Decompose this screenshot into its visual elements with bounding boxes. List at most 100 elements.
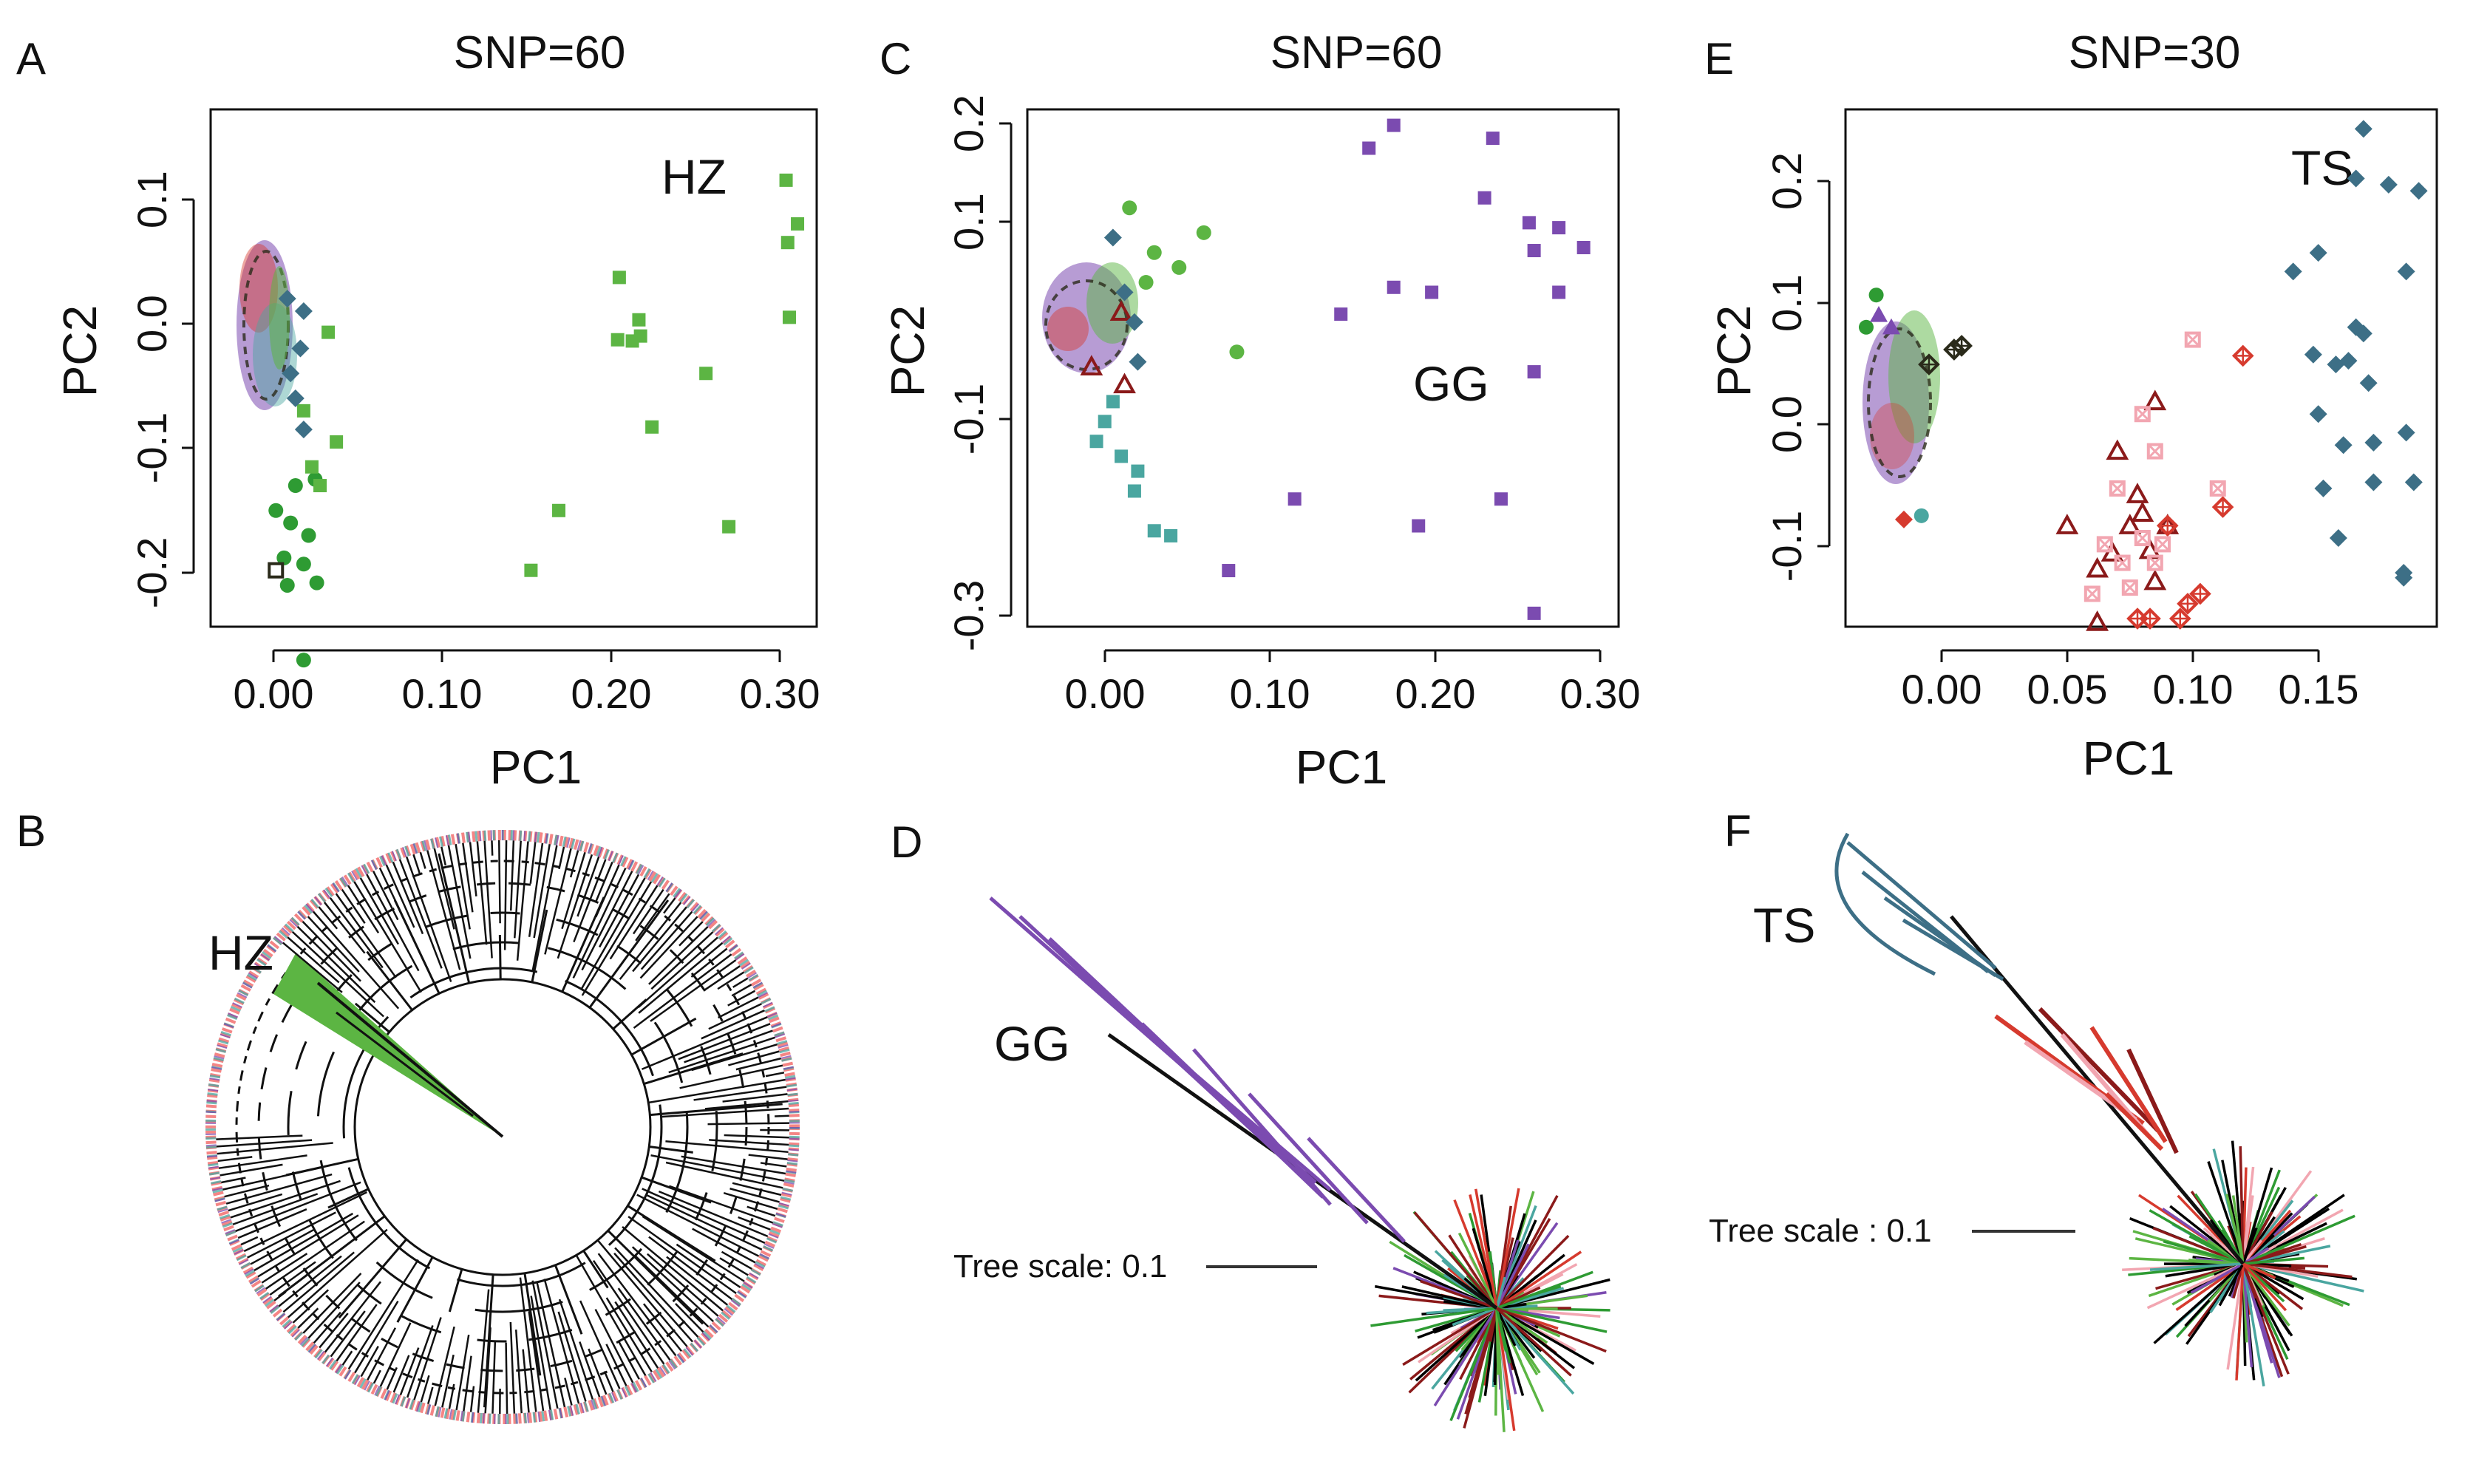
panel-b-branch-56 xyxy=(581,881,653,996)
panel-b-branch-23 xyxy=(419,851,426,869)
panel-b-tip-ring-3 xyxy=(205,830,800,1424)
panel-f-branch-134 xyxy=(2242,1247,2270,1265)
panel-b-inner-branch-14 xyxy=(627,1205,716,1262)
panel-b-branch-52 xyxy=(572,867,627,978)
panel-b-branch-158 xyxy=(505,1342,508,1414)
panel-b-branch-83 xyxy=(684,1029,773,1063)
panel-b-branch-204 xyxy=(240,1236,259,1246)
panel-b-branch-65 xyxy=(678,921,704,947)
panel-d-gg-branch-6 xyxy=(1192,1048,1332,1206)
panel-b-branch-206 xyxy=(235,1181,361,1233)
e-point-TS-2 xyxy=(2379,175,2398,194)
panel-b-branch-54 xyxy=(599,874,640,948)
panel-f-branch-136 xyxy=(2242,1263,2290,1375)
panel-f-branch-111 xyxy=(2242,1211,2273,1265)
panel-b-inner-branch-10 xyxy=(643,1052,744,1085)
panel-b-inner-branch-25 xyxy=(285,1157,359,1177)
e-point-cross-1 xyxy=(2136,408,2149,421)
panel-d-label-gg: GG xyxy=(994,1016,1070,1071)
panel-b-inner-branch-3 xyxy=(438,853,471,984)
e-point-maroon-open-triangles-5 xyxy=(2118,514,2142,534)
panel-d-branch-170 xyxy=(1457,1232,1498,1309)
panel-f-branch-148 xyxy=(2242,1256,2305,1265)
a-point-green-circles-9 xyxy=(283,515,299,531)
panel-b-branch-113 xyxy=(642,1188,766,1245)
c-point-GG-3 xyxy=(1477,191,1491,205)
panel-b-branch-194 xyxy=(278,1255,342,1307)
c-point-teal-squares-1 xyxy=(1131,464,1145,478)
panel-b-arc-5 xyxy=(257,882,748,1372)
e-point-TS-4 xyxy=(2309,244,2327,262)
panel-a-y-tick-label-0: -0.2 xyxy=(129,537,175,609)
panel-b-arc-4 xyxy=(287,911,718,1343)
e-point-TS-12 xyxy=(2359,374,2378,392)
panel-b-branch-119 xyxy=(642,1215,745,1282)
panel-d-branch-149 xyxy=(1433,1307,1498,1406)
e-point-TS-8 xyxy=(2354,324,2372,343)
panel-b-branch-109 xyxy=(746,1205,776,1217)
e-point-red-open-diamonds-7 xyxy=(2168,607,2191,630)
panel-b-branch-141 xyxy=(605,1344,627,1386)
panel-d-branch-132 xyxy=(1420,1279,1497,1310)
panel-b-branch-84 xyxy=(668,1036,775,1074)
c-point-GG-5 xyxy=(1552,221,1566,235)
panel-b-branch-130 xyxy=(613,1252,694,1343)
e-point-dark-open-diamonds-2 xyxy=(1918,353,1940,375)
panel-c-x-axis: 0.00 0.10 0.20 0.30 xyxy=(1065,649,1641,717)
a-point-HZ-0 xyxy=(779,173,793,187)
e-point-plus-2 xyxy=(1922,358,1936,372)
a-point-HZ-13 xyxy=(524,563,538,577)
panel-e-y-axis: -0.1 0.0 0.1 0.2 xyxy=(1763,152,1831,582)
panel-a-points xyxy=(268,173,805,668)
a-point-HZ-3 xyxy=(782,310,796,324)
e-point-red-open-diamonds-0 xyxy=(2231,344,2254,367)
panel-c-x-tick-label-3: 0.30 xyxy=(1560,670,1641,717)
a-point-HZ-10 xyxy=(645,420,659,434)
panel-c-plot-frame xyxy=(1026,108,1620,628)
e-point-cross-3 xyxy=(2111,482,2123,494)
panel-d-branch-163 xyxy=(1495,1307,1517,1347)
panel-b-branch-124 xyxy=(622,1226,724,1312)
e-point-cross-4 xyxy=(2211,482,2224,494)
panel-a-x-tick-label-3: 0.30 xyxy=(740,670,820,717)
panel-b-branch-172 xyxy=(406,1325,434,1398)
panel-b-branch-175 xyxy=(386,1366,398,1390)
panel-b-inner-branch-7 xyxy=(588,899,670,1009)
panel-f-branch-113 xyxy=(2188,1235,2244,1265)
c-point-maroon-open-triangles-1 xyxy=(1080,355,1103,375)
panel-f-burst xyxy=(2122,1140,2364,1386)
panel-letter-b: B xyxy=(16,806,46,856)
panel-b-branch-180 xyxy=(354,1300,399,1374)
panel-b-branch-96 xyxy=(707,1122,789,1126)
panel-b-inner-branch-22 xyxy=(338,1238,407,1319)
e-point-red-diamond-0 xyxy=(1894,510,1913,528)
panel-b-hz-branch xyxy=(316,981,504,1138)
panel-b-branch-106 xyxy=(732,1182,782,1197)
panel-b-branch-62 xyxy=(632,906,687,973)
panel-e-title: SNP=30 xyxy=(2069,27,2241,78)
panel-d-gg-branch-5 xyxy=(1140,1022,1324,1199)
panel-b-branch-153 xyxy=(528,1310,545,1412)
panel-b-branch-199 xyxy=(257,1214,359,1278)
e-point-pink-crossed-squares-2 xyxy=(2146,443,2163,460)
panel-b-branch-11 xyxy=(341,888,366,924)
panel-b-branch-24 xyxy=(426,850,461,970)
panel-e-xlabel: PC1 xyxy=(2083,732,2175,785)
panel-b-branch-40 xyxy=(528,843,544,937)
panel-b-branch-188 xyxy=(307,1282,361,1339)
panel-c-y-tick-label-3: 0.2 xyxy=(945,95,992,152)
c-point-GG-12 xyxy=(1527,365,1541,379)
panel-b-branch-30 xyxy=(469,842,477,896)
panel-f-branch-156 xyxy=(2218,1263,2245,1307)
panel-b-branch-69 xyxy=(638,942,724,1014)
panel-b-branch-93 xyxy=(704,1100,789,1110)
c-point-GG-14 xyxy=(1494,492,1508,506)
panel-a-y-axis: -0.2 -0.1 0.0 0.1 xyxy=(129,171,195,609)
c-point-teal-squares-7 xyxy=(1106,395,1120,409)
panel-b-branch-42 xyxy=(531,845,558,973)
panel-b-branch-125 xyxy=(647,1253,719,1317)
panel-e-y-tick-label-0: -0.1 xyxy=(1763,511,1810,582)
panel-d-branch-156 xyxy=(1472,1228,1498,1309)
a-point-green-squares-near-0 xyxy=(313,479,327,493)
